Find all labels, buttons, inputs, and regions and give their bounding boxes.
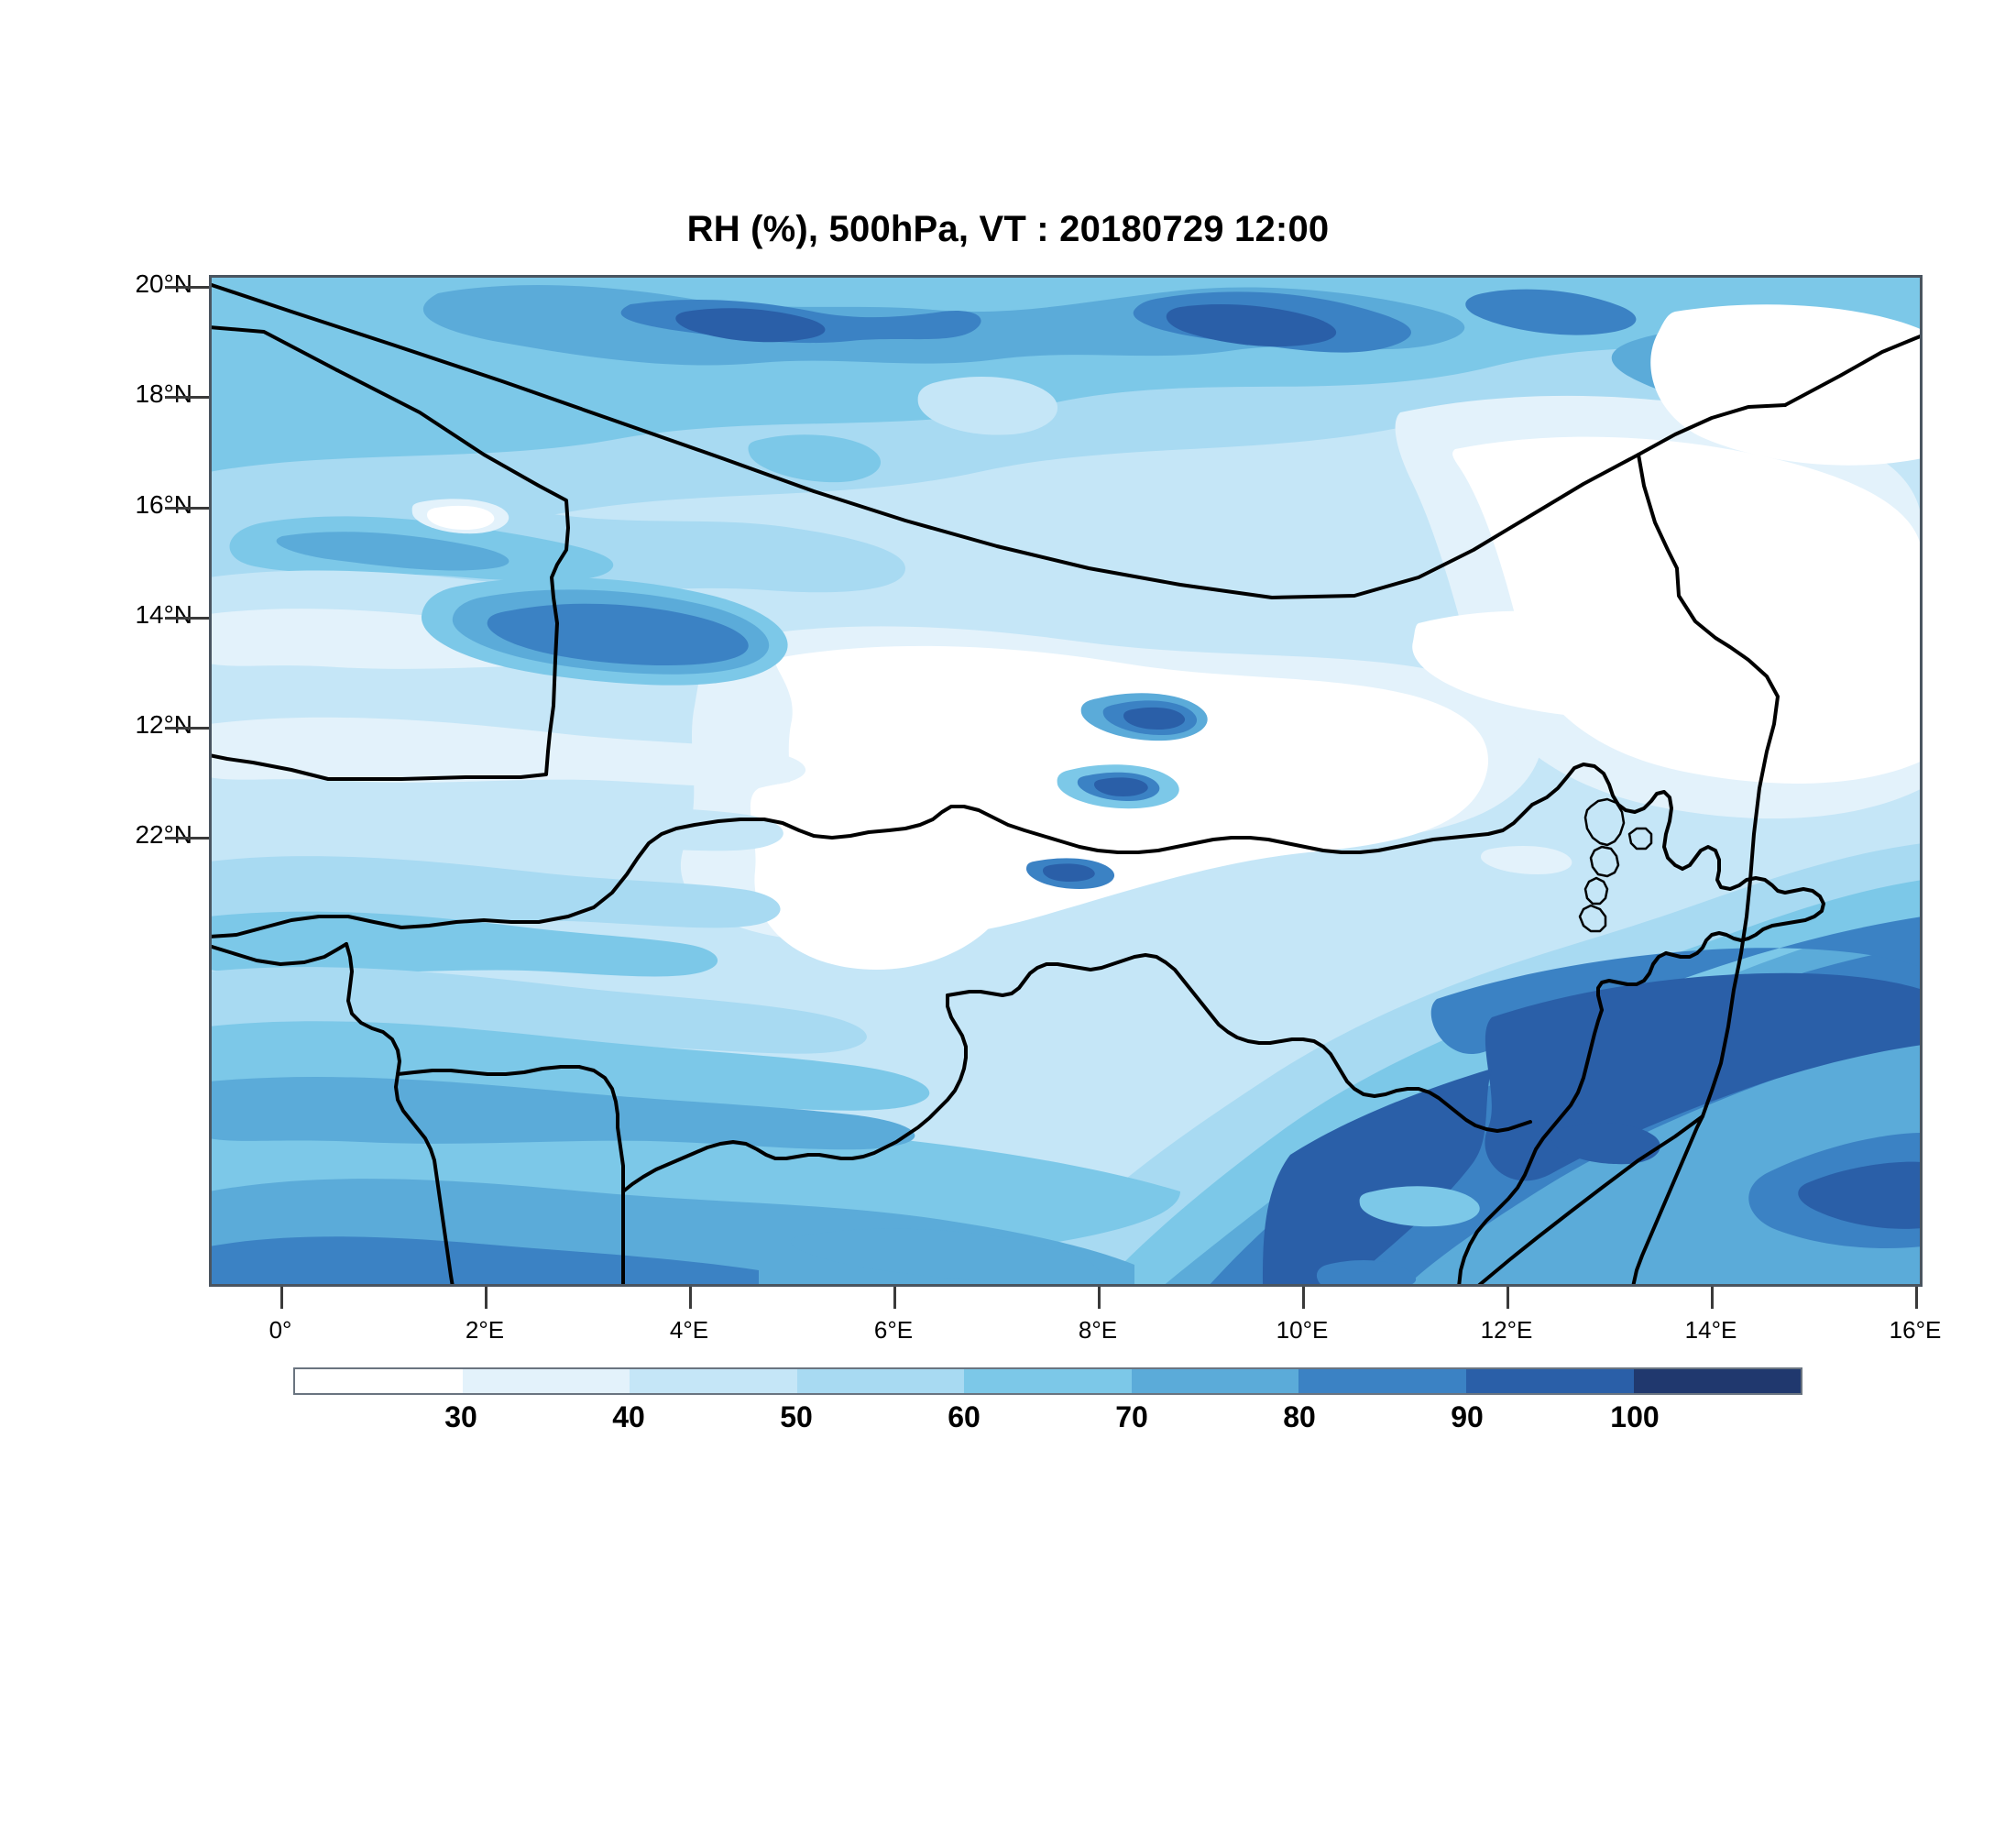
xtick-line-2E — [485, 1287, 488, 1309]
ytick-label-12N: 22°N — [135, 820, 192, 849]
colorbar-tick-80: 80 — [1283, 1400, 1316, 1433]
ytick-label-16N: 14°N — [135, 600, 192, 629]
colorbar-segment-60-70 — [964, 1369, 1132, 1393]
xtick-label-2E: 2°E — [465, 1316, 505, 1344]
colorbar-tick-40: 40 — [612, 1400, 645, 1433]
colorbar-segment-50-60 — [796, 1369, 965, 1393]
map-contour-svg — [209, 275, 1923, 1287]
xtick-label-6E: 6°E — [873, 1316, 914, 1344]
colorbar-segment-70-80 — [1131, 1369, 1299, 1393]
xtick-label-14E: 14°E — [1684, 1316, 1737, 1344]
xtick-line-0 — [280, 1287, 283, 1309]
ytick-label-20N: 18°N — [135, 379, 192, 408]
ytick-label-22N: 20°N — [135, 269, 192, 298]
xtick-line-16E — [1915, 1287, 1918, 1309]
colorbar-tick-70: 70 — [1115, 1400, 1148, 1433]
map-plot-area[interactable] — [209, 275, 1923, 1287]
colorbar-tick-50: 50 — [780, 1400, 813, 1433]
xtick-line-8E — [1098, 1287, 1101, 1309]
xtick-label-8E: 8°E — [1078, 1316, 1118, 1344]
colorbar-segment-80-90 — [1298, 1369, 1466, 1393]
page-title: RH (%), 500hPa, VT : 20180729 12:00 — [686, 209, 1330, 249]
xtick-line-4E — [689, 1287, 692, 1309]
ytick-label-14N: 12°N — [135, 710, 192, 739]
ytick-line-18N — [165, 507, 209, 510]
ytick-label-18N: 16°N — [135, 490, 192, 519]
xtick-label-16E: 16°E — [1889, 1316, 1942, 1344]
xtick-label-0: 0° — [268, 1316, 292, 1344]
xtick-line-12E — [1507, 1287, 1509, 1309]
xtick-label-4E: 4°E — [669, 1316, 709, 1344]
colorbar[interactable] — [293, 1367, 1802, 1395]
colorbar-tick-30: 30 — [444, 1400, 477, 1433]
xtick-label-12E: 12°E — [1480, 1316, 1533, 1344]
colorbar-tick-60: 60 — [948, 1400, 981, 1433]
ytick-line-20N — [165, 396, 209, 399]
colorbar-segment-30-40 — [462, 1369, 630, 1393]
ytick-line-16N — [165, 617, 209, 620]
colorbar-segment-20-30 — [295, 1369, 463, 1393]
ytick-line-12N — [165, 837, 209, 840]
xtick-line-6E — [893, 1287, 896, 1309]
xtick-label-10E: 10°E — [1276, 1316, 1329, 1344]
ytick-line-22N — [165, 286, 209, 289]
colorbar-segment-100-110 — [1633, 1369, 1802, 1393]
ytick-line-14N — [165, 727, 209, 730]
colorbar-tick-100: 100 — [1610, 1400, 1660, 1433]
colorbar-segment-90-100 — [1465, 1369, 1634, 1393]
xtick-line-14E — [1711, 1287, 1714, 1309]
colorbar-segment-40-50 — [630, 1369, 797, 1393]
colorbar-tick-90: 90 — [1451, 1400, 1484, 1433]
xtick-line-10E — [1302, 1287, 1305, 1309]
